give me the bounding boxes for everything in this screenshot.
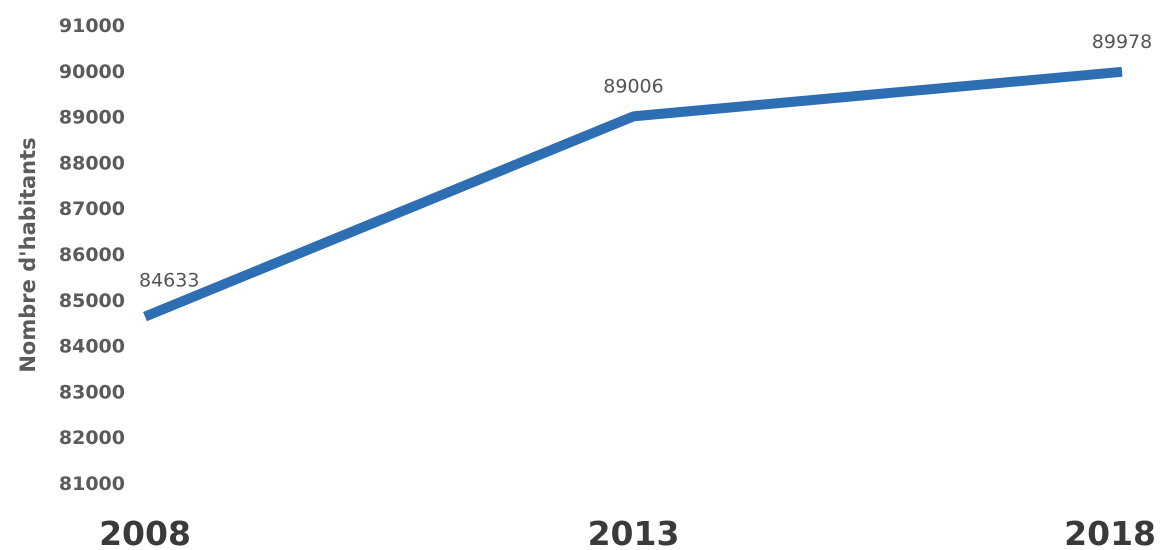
y-tick-label: 81000 [59, 473, 125, 495]
y-tick-label: 89000 [59, 107, 125, 129]
y-tick-label: 83000 [59, 381, 125, 403]
y-tick-label: 90000 [59, 61, 125, 83]
y-axis-label: Nombre d'habitants [16, 137, 40, 372]
y-tick-label: 84000 [59, 336, 125, 358]
data-label: 89006 [603, 75, 663, 97]
series-group [143, 66, 1123, 322]
y-tick-label: 88000 [59, 152, 125, 174]
data-label: 84633 [139, 270, 199, 292]
y-tick-label: 91000 [59, 15, 125, 37]
y-axis-ticks: 81000 82000 83000 84000 85000 86000 87000 88000… [59, 15, 125, 495]
y-tick-label: 82000 [59, 427, 125, 449]
x-tick-label: 2018 [1064, 514, 1156, 550]
y-tick-label: 85000 [59, 290, 125, 312]
x-axis-ticks: 2008 2013 2018 [99, 514, 1156, 550]
y-tick-label: 87000 [59, 198, 125, 220]
data-labels: 84633 89006 89978 [139, 31, 1152, 292]
y-tick-label: 86000 [59, 244, 125, 266]
series-line [143, 66, 1123, 322]
x-tick-label: 2013 [588, 514, 680, 550]
data-label: 89978 [1092, 31, 1152, 53]
x-tick-label: 2008 [99, 514, 191, 550]
